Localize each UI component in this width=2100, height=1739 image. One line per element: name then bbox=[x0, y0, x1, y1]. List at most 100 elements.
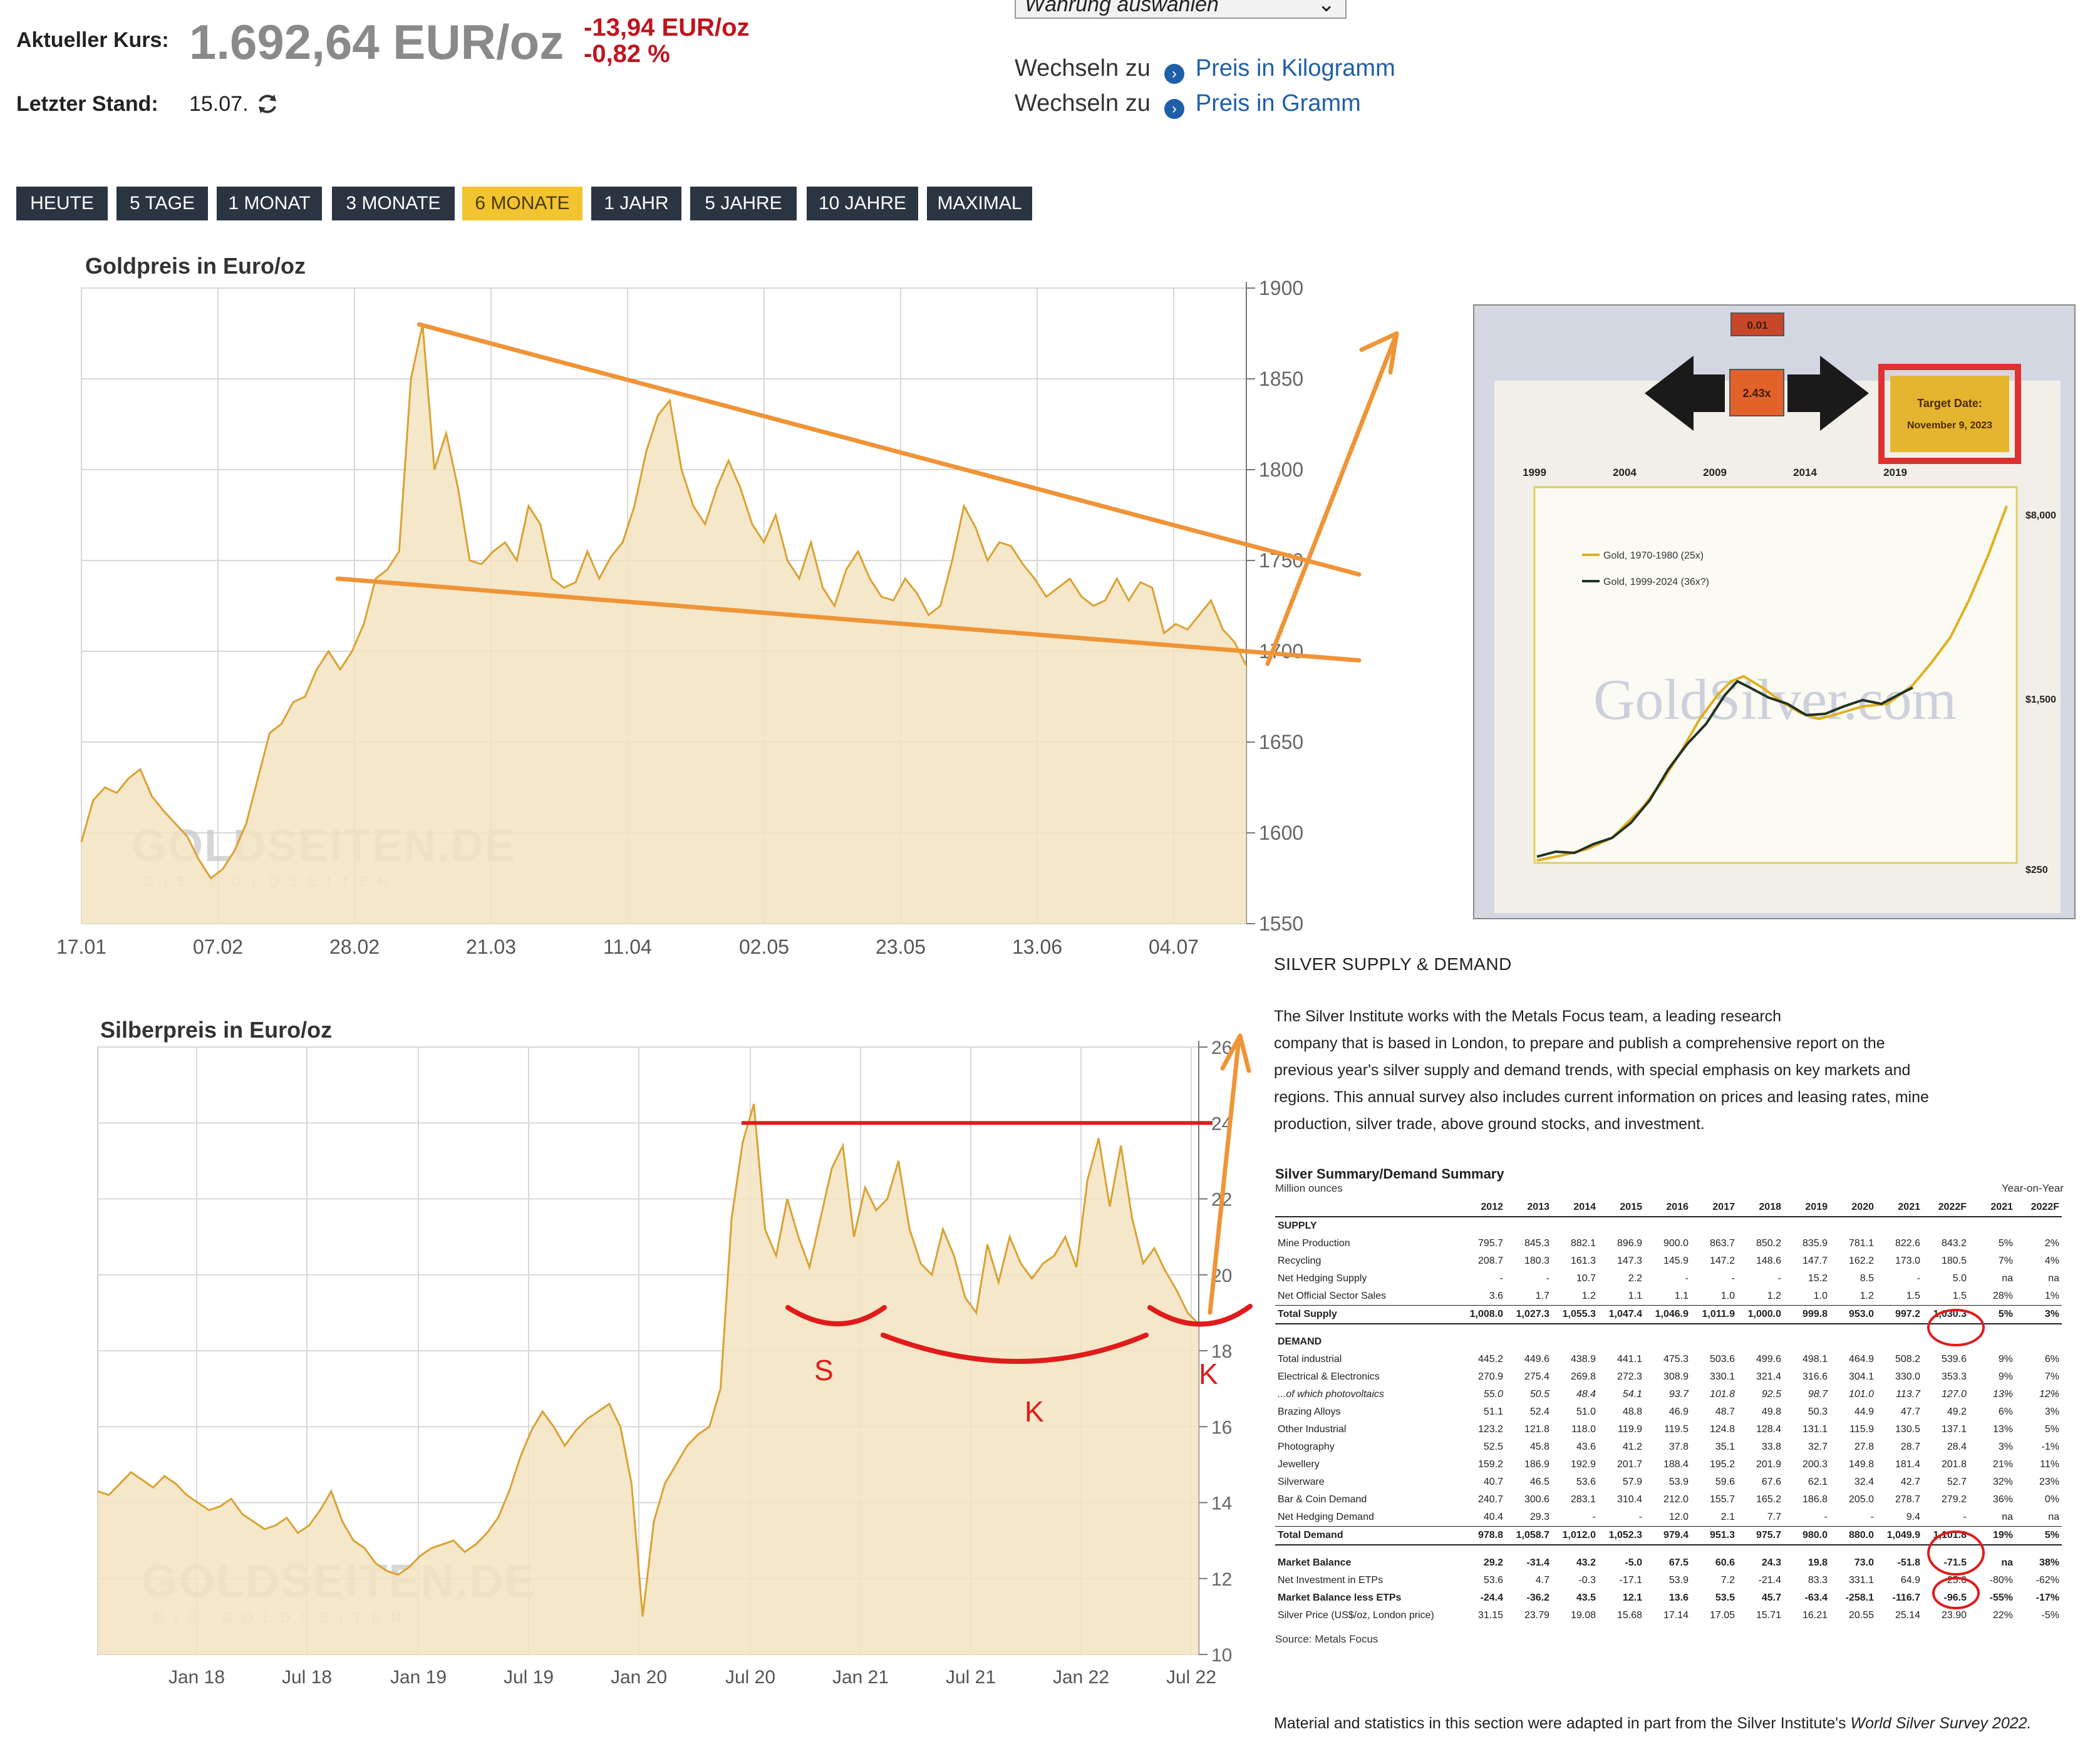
table-cell: 5% bbox=[2044, 1424, 2059, 1435]
table-cell: 147.3 bbox=[1616, 1256, 1642, 1266]
tab-maximal[interactable]: MAXIMAL bbox=[927, 187, 1032, 220]
table-row: Net Official Sector Sales 3.6 1.7 1.2 1.1 1.1… bbox=[1275, 1287, 2062, 1306]
last-update-value: 15.07. bbox=[189, 92, 249, 116]
table-cell: 212.0 bbox=[1663, 1494, 1689, 1505]
table-cell: 35.1 bbox=[1715, 1442, 1735, 1452]
table-cell: 308.9 bbox=[1663, 1371, 1689, 1382]
paragraph-line: production, silver trade, above ground s… bbox=[1274, 1115, 1705, 1133]
table-cell: 148.6 bbox=[1756, 1256, 1781, 1266]
table-cell: 181.4 bbox=[1895, 1459, 1920, 1470]
table-cell: 12% bbox=[2039, 1389, 2059, 1400]
table-cell: 38% bbox=[2039, 1557, 2059, 1568]
arrow-right-icon bbox=[1787, 356, 1869, 431]
table-cell: 11% bbox=[2040, 1459, 2059, 1470]
refresh-icon[interactable] bbox=[256, 92, 279, 116]
table-cell: 159.2 bbox=[1477, 1459, 1503, 1470]
table-cell: 201.7 bbox=[1616, 1459, 1642, 1470]
table-cell: 330.0 bbox=[1895, 1371, 1920, 1382]
table-cell: 4% bbox=[2044, 1256, 2059, 1266]
table-cell: 5% bbox=[1998, 1238, 2013, 1249]
y-tick-label: 16 bbox=[1211, 1417, 1232, 1438]
y-tick-label: 18 bbox=[1211, 1341, 1232, 1362]
silver-chart-title: Silberpreis in Euro/oz bbox=[100, 1017, 333, 1043]
currency-select-label: Währung auswählen bbox=[1025, 0, 1219, 16]
table-cell: 83.3 bbox=[1808, 1575, 1828, 1586]
table-cell: 1.2 bbox=[1581, 1291, 1596, 1301]
table-cell: 48.8 bbox=[1622, 1406, 1642, 1417]
table-source: Source: Metals Focus bbox=[1275, 1633, 1378, 1645]
table-cell: 882.1 bbox=[1570, 1238, 1596, 1249]
table-cell: 118.0 bbox=[1571, 1424, 1596, 1435]
table-cell: 50.5 bbox=[1529, 1389, 1549, 1400]
table-cell: -51.8 bbox=[1897, 1557, 1920, 1568]
tab-3-monate[interactable]: 3 MONATE bbox=[332, 187, 455, 220]
table-cell: 45.8 bbox=[1529, 1442, 1549, 1452]
table-cell: 161.3 bbox=[1570, 1256, 1596, 1266]
column-header: 2019 bbox=[1784, 1199, 1830, 1217]
table-cell: 272.3 bbox=[1616, 1371, 1642, 1382]
breakout-arrow-shaft bbox=[1265, 331, 1399, 666]
column-header: 2015 bbox=[1598, 1199, 1645, 1217]
trendline bbox=[416, 322, 1362, 577]
table-cell: 441.1 bbox=[1616, 1354, 1642, 1365]
article-footnote: Material and statistics in this section … bbox=[1274, 1715, 2032, 1733]
x-tick-label: Jul 22 bbox=[1166, 1667, 1216, 1688]
table-cell: 13% bbox=[1992, 1389, 2013, 1400]
table-cell: 283.1 bbox=[1570, 1494, 1596, 1505]
y-label: $1,500 bbox=[2025, 694, 2056, 705]
switch-to-kg-link[interactable]: Preis in Kilogramm bbox=[1195, 55, 1395, 81]
switch-row-g: Wechseln zu › Preis in Gramm bbox=[1015, 90, 1361, 119]
footnote-text: Material and statistics in this section … bbox=[1274, 1715, 1851, 1732]
table-cell: 896.9 bbox=[1616, 1238, 1642, 1249]
tab-1-monat[interactable]: 1 MONAT bbox=[217, 187, 322, 220]
table-cell: -36.2 bbox=[1526, 1592, 1549, 1603]
tab-5-tage[interactable]: 5 TAGE bbox=[116, 187, 208, 220]
column-header: 2021 bbox=[1876, 1199, 1923, 1217]
row-label: Brazing Alloys bbox=[1278, 1406, 1341, 1417]
table-cell: 43.2 bbox=[1576, 1557, 1596, 1568]
tab-heute[interactable]: HEUTE bbox=[16, 187, 108, 220]
goldsilver-chart-image: 2.43x 0.01 Target Date: November 9, 2023… bbox=[1473, 304, 2076, 919]
table-cell: 9.4 bbox=[1906, 1512, 1920, 1522]
table-cell: 900.0 bbox=[1663, 1238, 1689, 1249]
switch-to-g-link[interactable]: Preis in Gramm bbox=[1195, 90, 1361, 116]
multiplier-badge bbox=[1729, 369, 1784, 416]
y-tick-label: 1900 bbox=[1259, 277, 1303, 299]
arrow-left-icon bbox=[1645, 356, 1725, 431]
tab-6-monate[interactable]: 6 MONATE bbox=[462, 187, 582, 220]
x-tick-label: 07.02 bbox=[193, 936, 243, 958]
tab-10-jahre[interactable]: 10 JAHRE bbox=[807, 187, 918, 220]
table-cell: 2.2 bbox=[1628, 1273, 1642, 1284]
currency-select[interactable]: Währung auswählen ⌄ bbox=[1015, 0, 1347, 19]
table-cell: 880.0 bbox=[1830, 1526, 1876, 1545]
table-cell: 1,046.9 bbox=[1645, 1305, 1691, 1324]
table-cell: 186.8 bbox=[1802, 1494, 1828, 1505]
table-cell: 1,012.0 bbox=[1552, 1526, 1598, 1545]
legend-2: Gold, 1999-2024 (36x?) bbox=[1603, 577, 1709, 587]
table-cell: 1,027.3 bbox=[1506, 1305, 1552, 1324]
table-cell: 119.9 bbox=[1618, 1424, 1642, 1435]
table-cell: 9% bbox=[1998, 1354, 2013, 1365]
tab-5-jahre[interactable]: 5 JAHRE bbox=[690, 187, 797, 220]
table-row: Silverware 40.7 46.5 53.6 57.9 53.9 59.6 67.6 62… bbox=[1275, 1473, 2062, 1491]
x-tick-label: 02.05 bbox=[739, 936, 789, 958]
table-cell: 300.6 bbox=[1524, 1494, 1549, 1505]
price-area bbox=[98, 1103, 1199, 1654]
table-cell: 27.8 bbox=[1854, 1442, 1874, 1452]
table-cell: 1,101.8 bbox=[1923, 1526, 1969, 1545]
tab-1-jahr[interactable]: 1 JAHR bbox=[591, 187, 681, 220]
table-cell: 51.1 bbox=[1483, 1406, 1503, 1417]
table-cell: 44.9 bbox=[1854, 1406, 1874, 1417]
table-cell: 205.0 bbox=[1848, 1494, 1874, 1505]
table-cell: na bbox=[2002, 1512, 2013, 1522]
row-label: Mine Production bbox=[1278, 1238, 1350, 1249]
table-cell: 5% bbox=[1969, 1305, 2015, 1324]
table-cell: 28% bbox=[1992, 1291, 2013, 1301]
current-price-value: 1.692,64 EUR/oz bbox=[189, 14, 564, 70]
circle-market-balance-annotation bbox=[1932, 1577, 1980, 1609]
table-cell: 316.6 bbox=[1802, 1371, 1828, 1382]
table-cell: 201.9 bbox=[1756, 1459, 1781, 1470]
table-cell: - bbox=[1963, 1512, 1967, 1522]
